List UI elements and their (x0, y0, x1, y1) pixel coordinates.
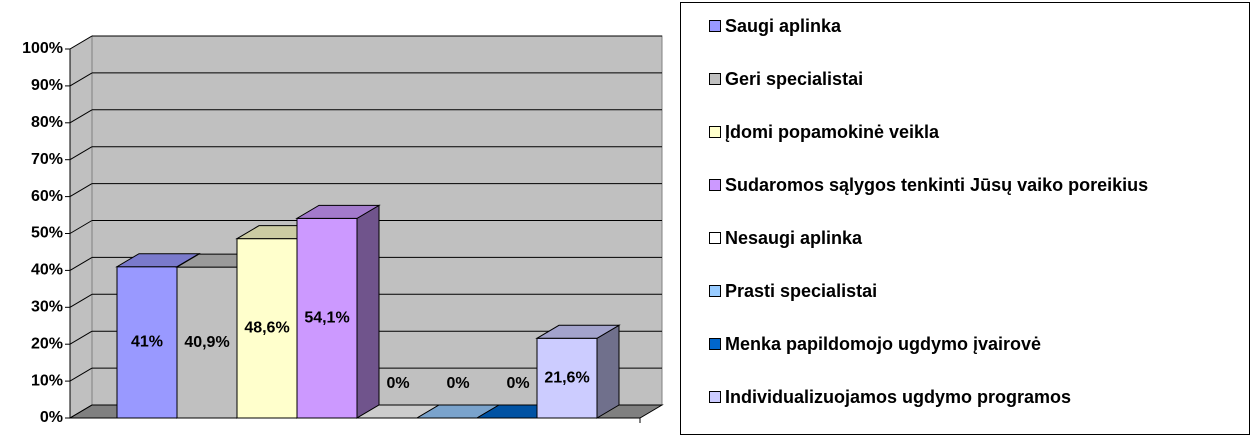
legend-item: Prasti specialistai (709, 278, 1225, 304)
legend: Saugi aplinka Geri specialistai Įdomi popa… (680, 2, 1250, 435)
bar-top (295, 204, 381, 219)
y-tick-label: 40% (31, 262, 63, 279)
y-tick-label: 0% (40, 409, 63, 426)
legend-swatch (709, 391, 721, 403)
y-tick-label: 20% (31, 335, 63, 352)
grid-line (69, 367, 93, 382)
grid-line (69, 35, 93, 50)
data-label: 40,9% (184, 334, 229, 351)
data-label: 41% (131, 334, 163, 351)
legend-label: Nesaugi aplinka (725, 228, 863, 248)
y-tick-label: 90% (31, 77, 63, 94)
grid-line (69, 256, 93, 271)
data-label: 0% (506, 375, 529, 392)
legend-label: Menka papildomojo ugdymo įvairovė (725, 334, 1042, 354)
data-label: 0% (386, 375, 409, 392)
grid-line (69, 404, 93, 419)
legend-label: Sudaromos sąlygos tenkinti Jūsų vaiko po… (725, 175, 1149, 195)
data-label: 0% (446, 375, 469, 392)
legend-swatch (709, 20, 721, 32)
y-tick-label: 80% (31, 114, 63, 131)
data-label: 21,6% (544, 369, 589, 386)
y-tick-label: 100% (22, 40, 63, 57)
y-tick-label: 50% (31, 225, 63, 242)
legend-swatch (709, 338, 721, 350)
y-tick-label: 10% (31, 372, 63, 389)
grid-line (69, 330, 93, 345)
legend-item: Individualizuojamos ugdymo programos (709, 384, 1225, 410)
y-tick-label: 60% (31, 188, 63, 205)
legend-item: Menka papildomojo ugdymo įvairovė (709, 331, 1225, 357)
legend-label: Prasti specialistai (725, 281, 878, 301)
y-tick-label: 70% (31, 151, 63, 168)
bar-side (596, 324, 620, 419)
legend-label: Geri specialistai (725, 69, 864, 89)
legend-swatch (709, 126, 721, 138)
legend-item: Įdomi popamokinė veikla (709, 119, 1225, 145)
bar-top (535, 324, 621, 339)
data-label: 54,1% (304, 309, 349, 326)
legend-label: Saugi aplinka (725, 16, 842, 36)
legend-item: Geri specialistai (709, 66, 1225, 92)
y-tick-label: 30% (31, 299, 63, 316)
grid-line (69, 109, 93, 124)
data-label: 48,6% (244, 320, 289, 337)
legend-label: Įdomi popamokinė veikla (725, 122, 940, 142)
legend-item: Saugi aplinka (709, 13, 1225, 39)
legend-swatch (709, 285, 721, 297)
legend-swatch (709, 73, 721, 85)
legend-item: Nesaugi aplinka (709, 225, 1225, 251)
grid-line (69, 220, 93, 234)
legend-swatch (709, 232, 721, 244)
chart: 0% 10% 20% 30% 40% 50% 60% 70% 80% 90% 100% 41% 40,9… (22, 35, 664, 426)
legend-item: Sudaromos sąlygos tenkinti Jūsų vaiko po… (709, 172, 1165, 198)
grid-line (69, 146, 93, 161)
legend-swatch (709, 179, 721, 191)
bar-side (356, 204, 380, 419)
legend-label: Individualizuojamos ugdymo programos (725, 387, 1072, 407)
grid-line (69, 72, 93, 87)
grid-line (69, 183, 93, 198)
grid-line (69, 293, 93, 308)
bar (236, 238, 298, 419)
